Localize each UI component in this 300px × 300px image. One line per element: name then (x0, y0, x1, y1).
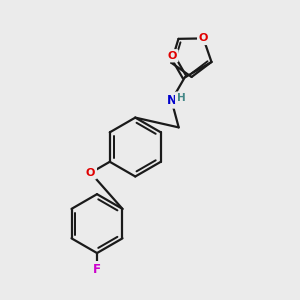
Text: O: O (86, 168, 95, 178)
Text: O: O (199, 33, 208, 43)
Text: N: N (167, 94, 176, 107)
Text: H: H (176, 93, 185, 103)
Text: F: F (93, 263, 101, 276)
Text: O: O (167, 51, 177, 61)
